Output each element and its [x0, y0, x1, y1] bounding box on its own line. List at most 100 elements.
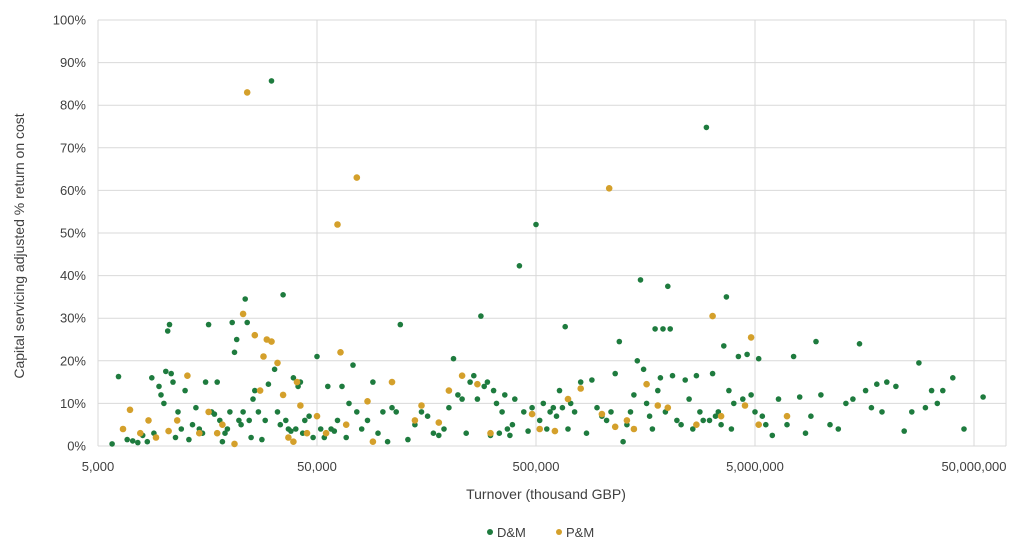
series-pm [119, 89, 791, 448]
data-point [283, 417, 289, 424]
data-point [540, 400, 547, 407]
data-point [137, 429, 144, 437]
data-point [467, 379, 473, 385]
y-tick-label: 90% [60, 55, 86, 70]
data-point [152, 434, 160, 441]
data-point [922, 404, 929, 411]
data-point [690, 426, 696, 432]
data-point [533, 221, 539, 228]
data-point [827, 421, 833, 428]
data-point [214, 379, 220, 385]
data-point [499, 409, 505, 415]
data-point [255, 409, 262, 415]
data-point [784, 421, 790, 428]
data-point [950, 375, 956, 381]
data-point [322, 429, 330, 437]
data-point [934, 400, 941, 407]
data-point [879, 409, 885, 415]
data-point [856, 341, 863, 347]
data-point [124, 436, 130, 443]
data-point [678, 421, 684, 428]
data-point [813, 338, 819, 345]
data-point [612, 370, 618, 377]
y-tick-label: 80% [60, 98, 86, 113]
data-point [229, 319, 235, 326]
y-tick-label: 30% [60, 311, 86, 326]
data-point [231, 349, 238, 356]
data-point [796, 394, 803, 400]
data-point [652, 326, 658, 332]
data-point [268, 338, 275, 345]
data-point [665, 283, 671, 290]
data-point [260, 353, 267, 360]
y-tick-label: 40% [60, 268, 86, 283]
data-point [243, 89, 251, 96]
data-points [109, 78, 986, 448]
data-point [259, 436, 265, 443]
y-tick-label: 100% [53, 13, 87, 28]
data-point [502, 392, 508, 398]
data-point [182, 387, 188, 394]
data-point [293, 426, 299, 432]
data-point [211, 411, 218, 417]
data-point [244, 319, 250, 326]
data-point [589, 377, 595, 383]
data-point [755, 355, 762, 362]
data-point [630, 425, 638, 433]
data-point [369, 438, 377, 446]
data-point [354, 409, 360, 415]
data-point [693, 421, 700, 429]
data-point [279, 391, 287, 399]
series-dm [109, 78, 986, 447]
data-point [310, 434, 316, 441]
data-point [370, 379, 376, 385]
legend-item-dm[interactable]: D&M [487, 525, 526, 540]
data-point [450, 355, 457, 362]
data-point [268, 78, 275, 84]
data-point [165, 427, 172, 435]
data-point [384, 438, 391, 445]
y-tick-label: 10% [60, 396, 86, 411]
data-point [723, 294, 730, 300]
data-point [303, 429, 311, 437]
data-point [512, 396, 518, 402]
data-point [236, 417, 242, 424]
data-point [909, 409, 915, 415]
data-point [874, 381, 880, 388]
data-point [337, 349, 344, 356]
data-point [496, 430, 503, 437]
data-point [144, 438, 151, 445]
data-point [608, 409, 614, 415]
data-point [646, 413, 653, 420]
y-axis-title: Capital servicing adjusted % return on c… [11, 113, 27, 378]
legend-marker-dm [487, 529, 493, 535]
data-point [980, 394, 986, 400]
data-point [274, 409, 281, 415]
data-point [178, 426, 185, 432]
data-point [293, 378, 301, 386]
data-point [763, 421, 769, 428]
data-point [577, 385, 584, 392]
data-point [306, 413, 312, 420]
data-point [184, 372, 191, 380]
data-point [175, 409, 181, 415]
data-point [285, 434, 292, 441]
data-point [835, 426, 842, 432]
data-point [227, 409, 233, 415]
data-point [643, 400, 650, 407]
data-point [583, 430, 590, 437]
x-tick-label: 500,000 [512, 459, 559, 474]
data-point [655, 387, 661, 394]
data-point [616, 338, 623, 345]
legend: D&M P&M [487, 525, 594, 540]
data-point [250, 396, 256, 402]
data-point [290, 438, 297, 446]
data-point [166, 321, 173, 328]
data-point [213, 429, 221, 437]
data-point [516, 263, 523, 269]
legend-item-pm[interactable]: P&M [556, 525, 594, 540]
data-point [233, 336, 240, 343]
data-point [487, 429, 494, 437]
data-point [536, 417, 543, 424]
data-point [186, 436, 192, 443]
